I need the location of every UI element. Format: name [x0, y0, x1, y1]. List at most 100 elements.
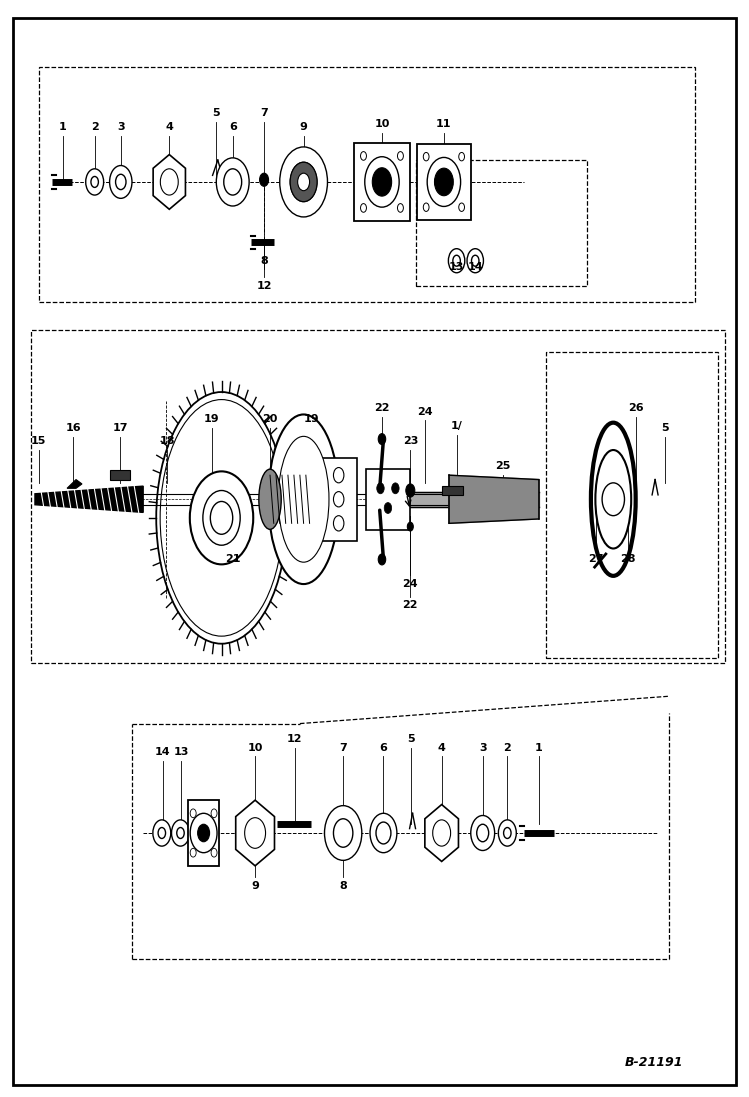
- Text: 6: 6: [380, 743, 387, 753]
- Text: 14: 14: [155, 747, 170, 757]
- Circle shape: [290, 162, 317, 202]
- Circle shape: [85, 169, 103, 195]
- Text: 10: 10: [374, 118, 389, 129]
- Circle shape: [406, 484, 415, 497]
- Circle shape: [172, 819, 189, 846]
- Text: 14: 14: [467, 262, 483, 272]
- Circle shape: [333, 467, 344, 483]
- Text: 7: 7: [260, 108, 268, 118]
- Circle shape: [245, 817, 266, 848]
- Circle shape: [211, 848, 217, 857]
- Circle shape: [384, 502, 392, 513]
- Circle shape: [392, 483, 399, 494]
- Bar: [366, 468, 410, 530]
- Text: 8: 8: [339, 881, 347, 891]
- Polygon shape: [425, 804, 458, 861]
- Text: 4: 4: [166, 122, 173, 133]
- Text: 1/: 1/: [451, 421, 463, 431]
- Circle shape: [224, 169, 242, 195]
- Circle shape: [190, 808, 196, 817]
- Text: 4: 4: [437, 743, 446, 753]
- Polygon shape: [35, 486, 143, 512]
- Circle shape: [216, 158, 249, 206]
- Text: 9: 9: [300, 122, 308, 133]
- Ellipse shape: [268, 415, 339, 584]
- Circle shape: [360, 151, 366, 160]
- Text: 12: 12: [256, 281, 272, 291]
- Bar: [416, 160, 587, 286]
- Text: 1: 1: [535, 743, 542, 753]
- Bar: [321, 457, 357, 541]
- Text: 16: 16: [65, 423, 81, 433]
- Ellipse shape: [203, 490, 240, 545]
- Text: 5: 5: [212, 108, 219, 118]
- Bar: [31, 330, 725, 664]
- Text: 3: 3: [117, 122, 124, 133]
- Text: 5: 5: [407, 734, 415, 744]
- Text: 19: 19: [303, 415, 319, 425]
- Text: 12: 12: [287, 734, 303, 744]
- Circle shape: [160, 169, 178, 195]
- Polygon shape: [67, 479, 82, 488]
- Text: 24: 24: [402, 578, 418, 588]
- Polygon shape: [442, 486, 463, 495]
- Circle shape: [115, 174, 126, 190]
- Circle shape: [198, 824, 210, 841]
- Circle shape: [467, 249, 483, 273]
- Circle shape: [453, 256, 461, 267]
- Circle shape: [158, 827, 166, 838]
- Ellipse shape: [595, 450, 631, 548]
- Text: 2: 2: [91, 122, 99, 133]
- Circle shape: [210, 501, 233, 534]
- Text: B-21191: B-21191: [625, 1056, 684, 1070]
- Circle shape: [279, 147, 327, 217]
- Bar: [188, 800, 219, 866]
- Circle shape: [458, 152, 464, 161]
- Circle shape: [498, 819, 516, 846]
- Circle shape: [91, 177, 98, 188]
- Circle shape: [449, 249, 465, 273]
- Circle shape: [458, 203, 464, 212]
- Text: 22: 22: [402, 600, 418, 610]
- Text: 5: 5: [661, 423, 669, 433]
- Circle shape: [407, 522, 413, 531]
- Polygon shape: [408, 491, 539, 507]
- Bar: [109, 470, 130, 479]
- Circle shape: [333, 491, 344, 507]
- Text: 2: 2: [503, 743, 512, 753]
- Ellipse shape: [278, 437, 329, 562]
- Circle shape: [190, 813, 217, 852]
- Text: 22: 22: [374, 404, 389, 414]
- Bar: [417, 144, 471, 220]
- Circle shape: [503, 827, 511, 838]
- Circle shape: [471, 815, 494, 850]
- Text: 13: 13: [449, 262, 464, 272]
- Circle shape: [398, 151, 404, 160]
- Circle shape: [472, 256, 479, 267]
- Text: 13: 13: [174, 747, 189, 757]
- Bar: [546, 351, 718, 658]
- Text: 27: 27: [589, 554, 604, 565]
- Circle shape: [378, 433, 386, 444]
- Circle shape: [211, 808, 217, 817]
- Text: 15: 15: [31, 437, 46, 446]
- Circle shape: [333, 818, 353, 847]
- Text: 21: 21: [225, 554, 240, 565]
- Text: 6: 6: [228, 122, 237, 133]
- Circle shape: [423, 152, 429, 161]
- Circle shape: [602, 483, 625, 516]
- Text: 17: 17: [112, 423, 128, 433]
- Circle shape: [333, 516, 344, 531]
- Text: 10: 10: [247, 743, 263, 753]
- Circle shape: [378, 554, 386, 565]
- Text: 8: 8: [260, 256, 268, 265]
- Circle shape: [153, 819, 171, 846]
- Circle shape: [177, 827, 184, 838]
- Circle shape: [370, 813, 397, 852]
- Circle shape: [360, 204, 366, 212]
- Text: 9: 9: [251, 881, 259, 891]
- Polygon shape: [153, 155, 186, 210]
- Text: 20: 20: [262, 415, 278, 425]
- Circle shape: [377, 483, 384, 494]
- Circle shape: [376, 822, 391, 844]
